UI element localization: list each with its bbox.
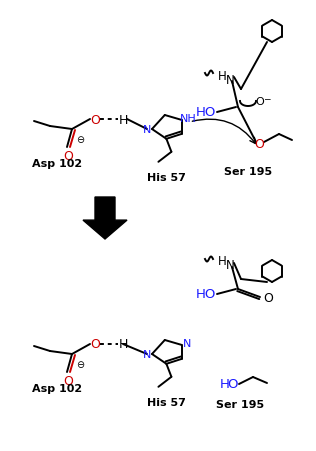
Text: HO: HO (196, 106, 216, 119)
Text: N: N (143, 349, 151, 359)
Text: N: N (226, 74, 234, 86)
Text: O: O (63, 150, 73, 163)
Text: O: O (63, 375, 73, 388)
Text: O: O (90, 113, 100, 126)
Text: H: H (218, 255, 226, 268)
Text: HO: HO (196, 288, 216, 301)
Text: −: − (263, 94, 271, 103)
Text: Asp 102: Asp 102 (32, 159, 82, 169)
Text: Ser 195: Ser 195 (216, 399, 264, 409)
Text: ⊖: ⊖ (76, 359, 84, 369)
Text: O: O (254, 138, 264, 151)
Text: O: O (256, 97, 264, 107)
Text: ⊖: ⊖ (76, 135, 84, 145)
Text: Ser 195: Ser 195 (224, 166, 272, 177)
Text: NH: NH (180, 114, 197, 124)
Text: N: N (226, 259, 234, 272)
Text: O: O (228, 377, 238, 391)
Text: O: O (90, 338, 100, 351)
Text: N: N (143, 125, 151, 135)
Polygon shape (83, 198, 127, 239)
Text: Asp 102: Asp 102 (32, 383, 82, 393)
Text: His 57: His 57 (147, 173, 185, 183)
Text: H: H (118, 338, 128, 351)
Text: His 57: His 57 (147, 397, 185, 407)
Text: O: O (263, 292, 273, 305)
Text: H: H (220, 377, 230, 391)
Text: H: H (118, 113, 128, 126)
Text: N: N (182, 338, 191, 348)
Text: H: H (218, 69, 226, 83)
